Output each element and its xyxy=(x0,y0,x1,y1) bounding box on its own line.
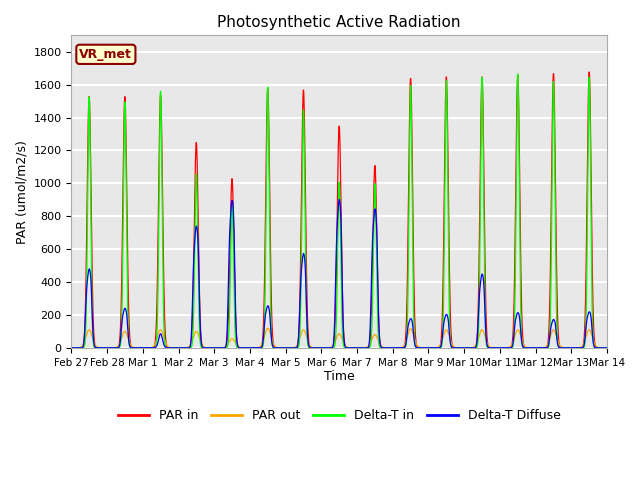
Delta-T Diffuse xyxy=(556,345,564,350)
Delta-T in xyxy=(217,345,225,351)
Delta-T Diffuse xyxy=(571,345,579,351)
Line: Delta-T in: Delta-T in xyxy=(72,74,607,348)
Legend: PAR in, PAR out, Delta-T in, Delta-T Diffuse: PAR in, PAR out, Delta-T in, Delta-T Dif… xyxy=(113,404,566,427)
Delta-T in xyxy=(603,345,611,351)
PAR out xyxy=(556,342,564,348)
Delta-T Diffuse xyxy=(603,345,611,351)
PAR out xyxy=(495,345,502,351)
PAR out xyxy=(355,345,362,351)
Delta-T Diffuse xyxy=(217,345,225,351)
PAR out xyxy=(217,345,225,351)
Line: PAR in: PAR in xyxy=(72,72,607,348)
Delta-T Diffuse xyxy=(68,345,76,351)
Delta-T in xyxy=(571,345,579,351)
Delta-T Diffuse xyxy=(355,345,362,351)
PAR out xyxy=(68,345,76,351)
PAR out xyxy=(367,340,374,346)
PAR in xyxy=(355,345,362,351)
Y-axis label: PAR (umol/m2/s): PAR (umol/m2/s) xyxy=(15,140,28,243)
PAR in xyxy=(585,69,593,75)
PAR in xyxy=(217,345,225,351)
Delta-T in xyxy=(355,345,362,351)
Delta-T in xyxy=(366,344,374,350)
Delta-T Diffuse xyxy=(335,197,343,203)
PAR out xyxy=(264,325,271,331)
X-axis label: Time: Time xyxy=(324,370,355,384)
Delta-T in xyxy=(514,71,522,77)
PAR in xyxy=(495,345,502,351)
Line: Delta-T Diffuse: Delta-T Diffuse xyxy=(72,200,607,348)
Delta-T in xyxy=(495,345,502,351)
PAR out xyxy=(603,345,611,351)
PAR in xyxy=(556,343,563,348)
Line: PAR out: PAR out xyxy=(72,328,607,348)
PAR in xyxy=(366,336,374,342)
Delta-T in xyxy=(68,345,76,351)
PAR in xyxy=(571,345,579,351)
PAR in xyxy=(603,345,611,351)
Delta-T in xyxy=(556,345,564,351)
Text: VR_met: VR_met xyxy=(79,48,132,61)
Delta-T Diffuse xyxy=(367,321,374,327)
Title: Photosynthetic Active Radiation: Photosynthetic Active Radiation xyxy=(218,15,461,30)
PAR in xyxy=(68,345,76,351)
Delta-T Diffuse xyxy=(495,345,502,351)
PAR out xyxy=(571,345,579,351)
